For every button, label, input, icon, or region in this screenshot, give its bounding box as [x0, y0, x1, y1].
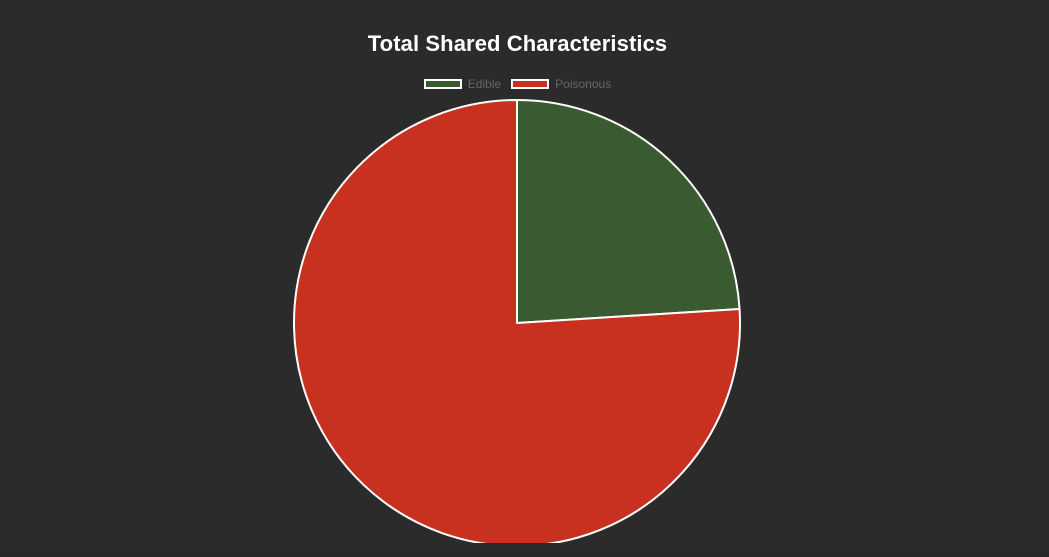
bottom-band: [0, 543, 1049, 557]
pie-slice-poisonous[interactable]: [293, 99, 741, 547]
legend-swatch-poisonous: [511, 79, 550, 89]
legend-item-poisonous[interactable]: Poisonous: [511, 76, 611, 92]
pie-slice-edible[interactable]: [516, 99, 741, 324]
chart-title: Total Shared Characteristics: [367, 31, 668, 56]
legend-label-poisonous: Poisonous: [555, 77, 612, 91]
legend-label-edible: Edible: [467, 77, 502, 91]
chart-legend: Edible Poisonous: [0, 76, 1035, 92]
pie-slices: [293, 99, 741, 547]
legend-swatch-edible: [423, 79, 462, 89]
legend-item-edible[interactable]: Edible: [423, 76, 502, 92]
